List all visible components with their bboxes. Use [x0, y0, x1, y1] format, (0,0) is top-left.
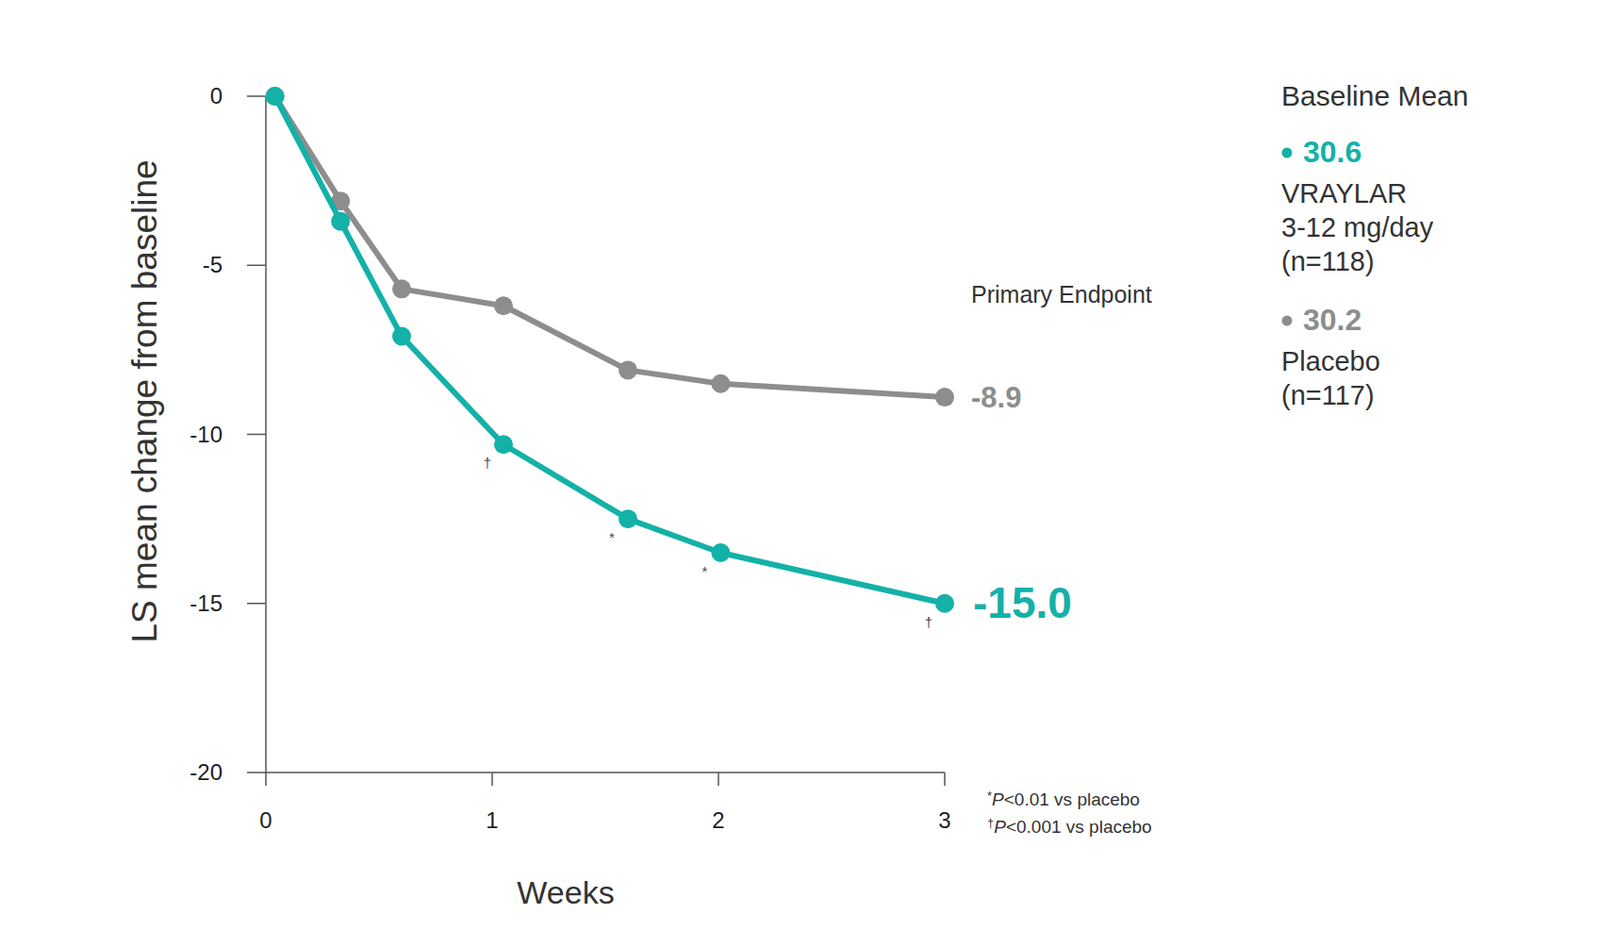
y-tick	[247, 433, 266, 436]
legend-baseline: 30.6	[1303, 134, 1362, 169]
series-point	[265, 86, 285, 106]
legend-swatch	[1282, 148, 1293, 159]
legend-n: (n=118)	[1281, 246, 1375, 277]
x-tick-label: 1	[485, 807, 498, 833]
series-point	[494, 434, 513, 454]
footnote-text: <0.01 vs placebo	[1004, 789, 1140, 809]
y-tick-label: 0	[210, 82, 223, 109]
y-tick	[247, 602, 266, 605]
y-tick-label: -10	[189, 421, 223, 447]
series-point	[392, 279, 412, 298]
series-point	[710, 374, 730, 394]
legend-baseline: 30.2	[1303, 302, 1362, 337]
x-tick-label: 2	[711, 807, 725, 833]
footnote-text: <0.001 vs placebo	[1006, 816, 1153, 837]
y-tick-label: -5	[202, 251, 223, 278]
annotation: Primary Endpoint	[971, 280, 1153, 308]
series-point	[330, 212, 350, 231]
x-tick	[491, 772, 494, 786]
chart: 0 -5 -10 -15 -20 0 1 2 3 Weeks LS mean change from…	[0, 0, 1600, 947]
legend-label: VRAYLAR	[1281, 178, 1407, 209]
series-point	[935, 387, 955, 407]
y-tick	[247, 264, 266, 267]
legend-n: (n=117)	[1281, 379, 1375, 411]
significance-marker: †	[483, 454, 492, 471]
x-tick	[264, 772, 267, 786]
footnote-italic: P	[991, 789, 1005, 809]
significance-marker: *	[701, 562, 708, 579]
footnote-symbol: †	[987, 815, 994, 830]
x-tick-label: 0	[259, 807, 272, 833]
y-tick-label: -15	[189, 590, 223, 616]
data-label: -15.0	[973, 577, 1073, 627]
significance-marker: *	[609, 528, 615, 545]
footnote: †P<0.001 vs placebo	[987, 815, 1153, 837]
x-tick	[717, 772, 720, 786]
series-line	[275, 96, 945, 397]
series-point	[935, 593, 955, 613]
y-tick	[247, 771, 266, 774]
legend-label: Placebo	[1281, 346, 1381, 377]
x-axis	[265, 771, 945, 774]
y-axis-title: LS mean change from baseline	[125, 159, 165, 643]
footnote: *P<0.01 vs placebo	[987, 788, 1140, 809]
series-point	[618, 360, 638, 380]
x-tick	[943, 772, 946, 786]
footnote-italic: P	[993, 816, 1007, 837]
legend-swatch	[1282, 315, 1293, 327]
significance-marker: †	[924, 613, 933, 630]
series-point	[618, 509, 638, 528]
series-point	[710, 543, 730, 562]
series-point	[392, 327, 412, 347]
series-point	[494, 296, 513, 315]
legend-title: Baseline Mean	[1281, 80, 1469, 112]
y-tick-label: -20	[189, 758, 223, 785]
series-line	[275, 96, 945, 604]
series-point	[265, 86, 285, 106]
plot-area	[265, 86, 955, 613]
y-tick	[247, 95, 266, 98]
x-tick-label: 3	[938, 807, 951, 833]
legend-detail: 3-12 mg/day	[1281, 212, 1435, 243]
x-axis-title: Weeks	[516, 874, 614, 910]
data-label: -8.9	[971, 380, 1022, 414]
